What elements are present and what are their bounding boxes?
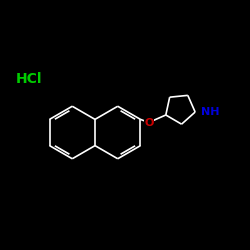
Text: O: O (144, 118, 154, 128)
Text: HCl: HCl (16, 72, 42, 86)
Text: NH: NH (201, 107, 219, 117)
